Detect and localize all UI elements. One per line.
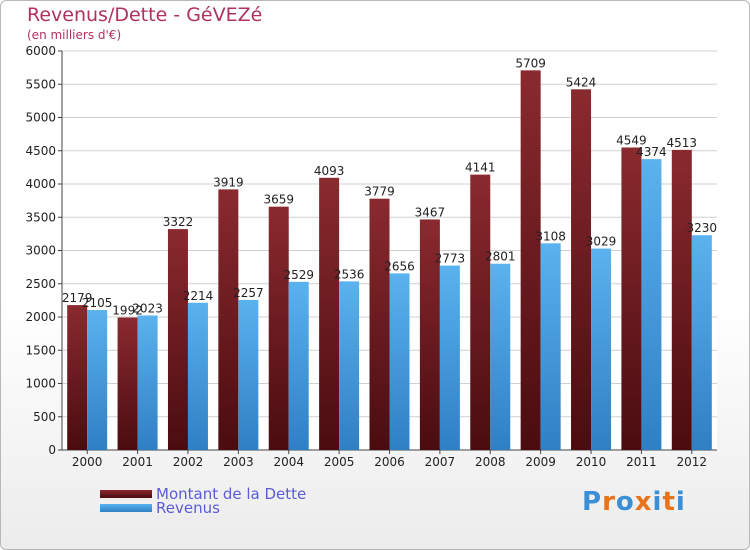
logo-letter: o	[615, 487, 635, 517]
bar-dette-2006	[369, 198, 390, 450]
x-tick-label: 2011	[626, 455, 657, 469]
bar-revenus-2011	[641, 159, 662, 450]
bar-dette-2000	[67, 305, 88, 450]
bar-revenus-2000	[87, 310, 108, 450]
data-label-dette-2001: 1992	[112, 304, 143, 318]
data-label-revenus-2012: 3230	[687, 221, 718, 235]
data-label-revenus-2008: 2801	[485, 250, 516, 264]
logo-letter: i	[652, 487, 663, 517]
legend-swatch-dette	[100, 490, 152, 498]
legend-item-dette: Montant de la Dette	[100, 485, 307, 503]
y-tick-label: 1000	[25, 377, 56, 391]
x-tick-label: 2005	[324, 455, 355, 469]
legend-swatch-revenus	[100, 504, 152, 512]
bar-dette-2008	[470, 174, 491, 450]
chart-title: Revenus/Dette - GéVEZé	[27, 4, 263, 26]
legend-label-revenus: Revenus	[156, 499, 220, 517]
bar-revenus-2010	[591, 248, 612, 450]
legend-item-revenus: Revenus	[100, 499, 220, 517]
y-tick-label: 4000	[25, 177, 56, 191]
data-label-revenus-2003: 2257	[233, 286, 264, 300]
x-tick-label: 2004	[273, 455, 304, 469]
data-label-dette-2007: 3467	[415, 205, 446, 219]
data-label-revenus-2006: 2656	[384, 259, 415, 273]
data-label-revenus-2007: 2773	[435, 252, 466, 266]
x-tick-label: 2007	[425, 455, 456, 469]
data-label-revenus-2004: 2529	[283, 268, 314, 282]
data-label-revenus-2000: 2105	[82, 296, 113, 310]
data-label-dette-2010: 5424	[566, 75, 597, 89]
bar-dette-2003	[218, 189, 239, 450]
data-label-dette-2002: 3322	[163, 215, 194, 229]
x-tick-label: 2008	[475, 455, 506, 469]
bar-dette-2007	[419, 219, 440, 450]
data-label-revenus-2009: 3108	[535, 229, 566, 243]
bar-revenus-2003	[238, 299, 259, 450]
data-label-dette-2009: 5709	[515, 56, 546, 70]
x-tick-label: 2003	[223, 455, 254, 469]
bar-revenus-2002	[187, 302, 208, 450]
y-tick-label: 0	[48, 443, 56, 457]
proxiti-logo: Proxiti	[582, 487, 686, 517]
bar-revenus-2006	[389, 273, 410, 450]
data-label-revenus-2001: 2023	[132, 301, 163, 315]
logo-letter: P	[582, 487, 603, 517]
data-label-dette-2003: 3919	[213, 175, 244, 189]
bar-dette-2002	[167, 229, 188, 450]
data-label-dette-2012: 4513	[667, 136, 698, 150]
bar-dette-2009	[520, 70, 541, 450]
data-label-revenus-2011: 4374	[636, 145, 667, 159]
data-label-revenus-2010: 3029	[586, 235, 617, 249]
data-label-dette-2004: 3659	[263, 193, 294, 207]
bar-dette-2004	[268, 206, 289, 450]
data-label-dette-2008: 4141	[465, 161, 496, 175]
bar-revenus-2009	[540, 243, 561, 450]
bar-revenus-2005	[339, 281, 360, 450]
y-tick-label: 1500	[25, 343, 56, 357]
bar-dette-2011	[621, 147, 642, 450]
logo-letter: r	[602, 487, 616, 517]
y-tick-label: 2500	[25, 277, 56, 291]
x-tick-label: 2012	[677, 455, 708, 469]
bar-revenus-2004	[288, 281, 309, 450]
x-tick-label: 2000	[72, 455, 103, 469]
data-label-dette-2006: 3779	[364, 185, 395, 199]
y-tick-label: 3000	[25, 244, 56, 258]
y-tick-label: 3500	[25, 210, 56, 224]
legend-label-dette: Montant de la Dette	[156, 485, 307, 503]
y-tick-label: 5000	[25, 111, 56, 125]
x-tick-label: 2009	[525, 455, 556, 469]
logo-letter: x	[634, 487, 653, 517]
y-tick-label: 2000	[25, 310, 56, 324]
bar-revenus-2012	[691, 235, 712, 450]
x-tick-label: 2001	[122, 455, 153, 469]
logo-letter: t	[662, 487, 676, 517]
bar-dette-2012	[671, 149, 692, 450]
bar-dette-2005	[319, 177, 340, 451]
data-label-revenus-2005: 2536	[334, 267, 365, 281]
y-tick-label: 500	[33, 410, 56, 424]
x-tick-label: 2006	[374, 455, 405, 469]
bar-revenus-2007	[439, 265, 460, 450]
bar-dette-2010	[571, 89, 592, 450]
chart-subtitle: (en milliers d'€)	[27, 28, 122, 42]
y-tick-label: 4500	[25, 144, 56, 158]
bar-dette-2001	[117, 317, 138, 450]
data-label-revenus-2002: 2214	[183, 289, 214, 303]
bar-revenus-2008	[490, 263, 511, 450]
bar-revenus-2001	[137, 315, 158, 450]
data-label-dette-2005: 4093	[314, 164, 345, 178]
y-tick-label: 6000	[25, 44, 56, 58]
logo-letter: i	[675, 487, 686, 517]
y-tick-label: 5500	[25, 77, 56, 91]
data-label-dette-2000: 2179	[62, 291, 93, 305]
x-tick-label: 2010	[576, 455, 607, 469]
data-label-dette-2011: 4549	[616, 133, 647, 147]
x-tick-label: 2002	[173, 455, 204, 469]
